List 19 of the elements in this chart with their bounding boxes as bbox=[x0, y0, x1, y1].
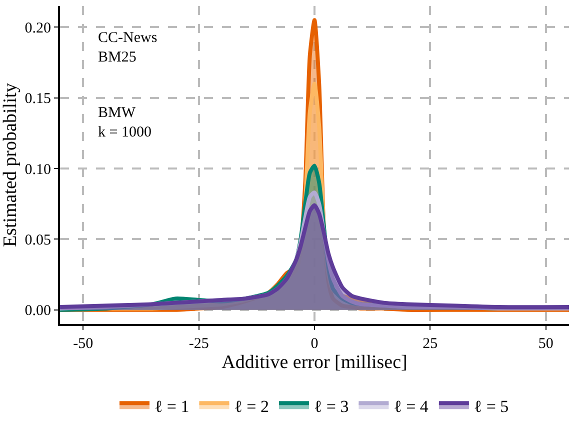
x-tick-label: -25 bbox=[188, 336, 209, 352]
y-tick-label: 0.05 bbox=[24, 232, 51, 248]
legend-label: ℓ = 4 bbox=[394, 396, 429, 416]
y-axis-title: Estimated probability bbox=[0, 82, 21, 248]
legend-label: ℓ = 5 bbox=[474, 396, 509, 416]
annotation: BMW k = 1000 bbox=[98, 105, 152, 140]
annotation: CC-News BM25 bbox=[98, 30, 158, 66]
x-tick-label: 0 bbox=[310, 336, 318, 352]
legend-label: ℓ = 3 bbox=[314, 396, 349, 416]
x-tick-label: -50 bbox=[73, 336, 94, 352]
x-axis-title: Additive error [millisec] bbox=[222, 352, 408, 373]
y-tick-label: 0.00 bbox=[24, 303, 51, 320]
x-tick-label: 25 bbox=[422, 336, 438, 352]
y-tick-label: 0.20 bbox=[24, 20, 51, 36]
x-tick-label: 50 bbox=[538, 336, 554, 352]
y-tick-label: 0.10 bbox=[24, 162, 51, 178]
y-tick-label: 0.15 bbox=[24, 91, 51, 108]
legend-label: ℓ = 1 bbox=[154, 396, 190, 416]
legend-label: ℓ = 2 bbox=[234, 396, 269, 416]
